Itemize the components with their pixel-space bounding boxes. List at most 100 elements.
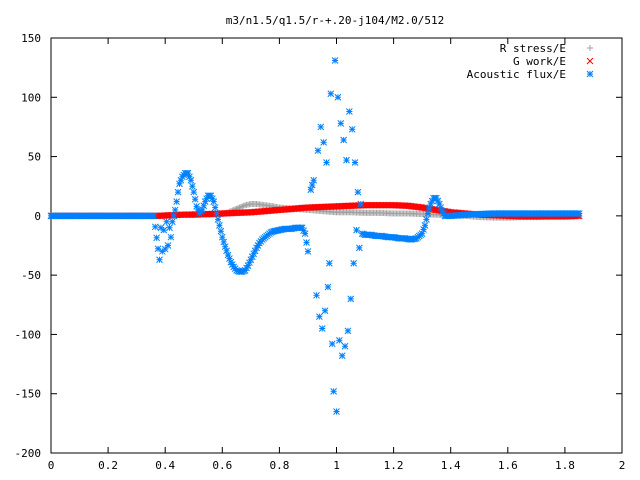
data-point <box>171 206 179 214</box>
data-point <box>355 244 363 252</box>
data-point <box>331 57 339 64</box>
data-point <box>163 218 170 226</box>
data-point <box>170 212 178 220</box>
data-point <box>188 182 196 190</box>
data-point <box>324 283 332 291</box>
data-point <box>326 259 333 267</box>
data-point <box>336 337 343 344</box>
data-point <box>167 233 175 241</box>
y-tick-label: -150 <box>15 388 42 401</box>
data-point <box>153 234 160 242</box>
axis-ticks: 0 0.2 0.4 0.6 0.8 1 1.2 1.4 1.6 1.8 2 150 100 50 0 -50 -… <box>15 32 626 472</box>
x-tick-label: 1.2 <box>384 459 404 472</box>
data-point <box>330 387 337 395</box>
data-point <box>328 340 336 348</box>
y-tick-label: 100 <box>21 91 41 104</box>
data-point <box>217 227 225 235</box>
data-point <box>303 239 310 246</box>
data-point <box>223 247 230 255</box>
data-point <box>211 204 219 211</box>
data-point <box>314 147 322 154</box>
data-point <box>220 238 228 246</box>
y-tick-label: 150 <box>21 32 41 45</box>
data-point <box>221 243 229 251</box>
data-point <box>317 123 325 131</box>
data-point <box>334 93 342 101</box>
data-point <box>433 194 440 202</box>
x-tick-label: 0.2 <box>98 459 118 472</box>
legend-marker <box>586 57 594 65</box>
data-point <box>164 242 172 249</box>
data-point <box>420 226 427 233</box>
legend-label: Acoustic flux/E <box>467 68 566 81</box>
data-point <box>344 327 352 335</box>
data-point <box>239 203 246 210</box>
data-point <box>213 210 220 217</box>
data-point <box>191 195 199 203</box>
data-point <box>193 203 200 210</box>
data-point <box>435 200 443 208</box>
x-tick-label: 0.6 <box>212 459 232 472</box>
y-tick-label: 0 <box>34 210 41 223</box>
data-point <box>357 200 365 208</box>
data-point <box>341 342 349 350</box>
data-point <box>198 206 206 214</box>
data-point <box>187 176 195 184</box>
data-point <box>316 313 323 320</box>
data-point <box>210 198 218 205</box>
data-point <box>343 156 350 164</box>
x-tick-label: 0.8 <box>269 459 289 472</box>
data-point <box>174 188 182 196</box>
data-point <box>327 90 335 98</box>
data-point <box>345 108 353 115</box>
x-tick-label: 0.4 <box>155 459 175 472</box>
data-point <box>226 255 233 262</box>
data-point <box>218 233 226 241</box>
data-point <box>318 325 326 332</box>
data-point <box>173 198 180 205</box>
x-tick-label: 1.8 <box>555 459 575 472</box>
data-point <box>156 256 163 264</box>
data-point <box>168 218 176 226</box>
data-point <box>308 181 316 189</box>
legend-marker <box>586 70 594 78</box>
x-tick-label: 1.6 <box>498 459 518 472</box>
data-point <box>224 251 232 259</box>
data-point <box>200 202 208 210</box>
y-tick-label: -50 <box>21 269 41 282</box>
legend-label: G work/E <box>513 55 566 68</box>
data-point <box>351 159 359 166</box>
legend-label: R stress/E <box>500 42 566 55</box>
series-layer <box>47 57 583 415</box>
legend-marker <box>587 45 593 51</box>
data-point <box>313 291 320 299</box>
x-tick-label: 0 <box>48 459 55 472</box>
data-point <box>301 230 309 237</box>
data-point <box>350 259 357 267</box>
y-tick-label: 50 <box>28 151 41 164</box>
data-point <box>333 408 340 415</box>
data-point <box>340 136 347 144</box>
data-point <box>347 295 355 303</box>
data-point <box>184 169 192 177</box>
data-point <box>151 223 159 231</box>
data-point <box>338 352 346 360</box>
data-point <box>353 226 360 234</box>
series-2 <box>47 57 583 415</box>
data-point <box>320 138 328 146</box>
data-point <box>418 230 426 237</box>
data-point <box>423 216 430 223</box>
data-point <box>307 186 315 194</box>
y-tick-label: -200 <box>15 447 42 460</box>
data-point <box>421 221 429 229</box>
data-point <box>216 221 223 229</box>
x-tick-label: 2 <box>619 459 626 472</box>
data-point <box>337 120 345 127</box>
data-point <box>150 212 158 220</box>
data-point <box>321 307 329 315</box>
data-point <box>214 216 222 223</box>
data-point <box>425 205 433 213</box>
data-point <box>323 159 330 166</box>
